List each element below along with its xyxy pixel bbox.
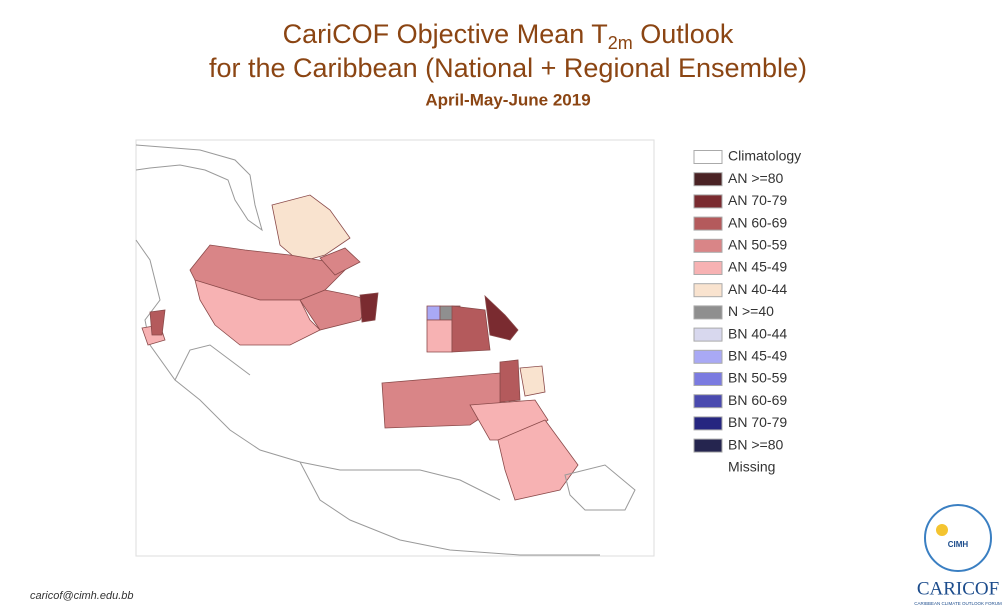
legend-swatch bbox=[693, 349, 723, 364]
region bbox=[426, 319, 453, 353]
subtitle: April-May-June 2019 bbox=[425, 90, 590, 109]
legend-label: AN 40-44 bbox=[728, 281, 787, 297]
legend-label: BN 45-49 bbox=[728, 348, 787, 364]
legend-swatch bbox=[693, 327, 723, 342]
region bbox=[149, 309, 166, 336]
legend-swatch bbox=[693, 172, 723, 187]
coastline bbox=[135, 239, 501, 501]
region bbox=[451, 305, 491, 353]
legend-swatch bbox=[693, 394, 723, 409]
legend-label: AN 45-49 bbox=[728, 259, 787, 275]
legend-swatch bbox=[693, 238, 723, 253]
title-part: Outlook bbox=[633, 19, 734, 49]
legend-label: BN 40-44 bbox=[728, 325, 787, 341]
region bbox=[497, 419, 579, 501]
region bbox=[519, 365, 546, 397]
legend-swatch bbox=[693, 283, 723, 298]
coastline bbox=[135, 144, 263, 232]
footer-email: caricof@cimh.edu.bb bbox=[30, 590, 134, 602]
region bbox=[319, 247, 361, 276]
legend-label: N >=40 bbox=[728, 303, 774, 319]
logo-tagline: CARIBBEAN CLIMATE OUTLOOK FORUM bbox=[914, 601, 1002, 606]
title-line2: for the Caribbean (National + Regional E… bbox=[209, 53, 807, 83]
legend-label: AN 50-59 bbox=[728, 237, 787, 253]
logo-org: CIMH bbox=[948, 540, 969, 549]
legend-label: AN 60-69 bbox=[728, 214, 787, 230]
legend-swatch bbox=[693, 438, 723, 453]
region bbox=[484, 294, 519, 341]
legend-label: Climatology bbox=[728, 148, 801, 164]
coastline bbox=[299, 461, 600, 556]
legend-swatch bbox=[693, 261, 723, 275]
legend-swatch bbox=[693, 372, 723, 386]
legend-label: BN 60-69 bbox=[728, 392, 787, 408]
region bbox=[426, 305, 441, 321]
legend: Climatology AN >=80 AN 70-79 AN 60-69 AN 50-… bbox=[693, 148, 801, 475]
legend-label: BN >=80 bbox=[728, 436, 783, 452]
logo: CIMH CARICOF CARIBBEAN CLIMATE OUTLOOK F… bbox=[914, 504, 1002, 606]
legend-swatch bbox=[693, 150, 723, 164]
legend-label: AN 70-79 bbox=[728, 192, 787, 208]
legend-swatch bbox=[693, 305, 723, 320]
region bbox=[194, 279, 321, 346]
legend-label: AN >=80 bbox=[728, 170, 783, 186]
coastline bbox=[174, 344, 251, 381]
region bbox=[271, 194, 351, 263]
region bbox=[499, 359, 521, 403]
logo-name: CARICOF bbox=[917, 578, 999, 599]
map bbox=[135, 139, 655, 557]
legend-swatch bbox=[693, 194, 723, 209]
region bbox=[359, 292, 379, 323]
legend-label: BN 50-59 bbox=[728, 370, 787, 386]
title-part: CariCOF Objective Mean T bbox=[283, 19, 608, 49]
legend-swatch bbox=[693, 216, 723, 231]
title-subscript: 2m bbox=[608, 33, 633, 53]
region-climatology bbox=[564, 464, 636, 511]
logo-sun bbox=[936, 524, 948, 536]
legend-label: BN 70-79 bbox=[728, 414, 787, 430]
logo-ring bbox=[924, 504, 992, 572]
legend-label: Missing bbox=[728, 459, 775, 475]
legend-swatch bbox=[693, 416, 723, 431]
title: CariCOF Objective Mean T2m Outlook bbox=[283, 19, 734, 53]
